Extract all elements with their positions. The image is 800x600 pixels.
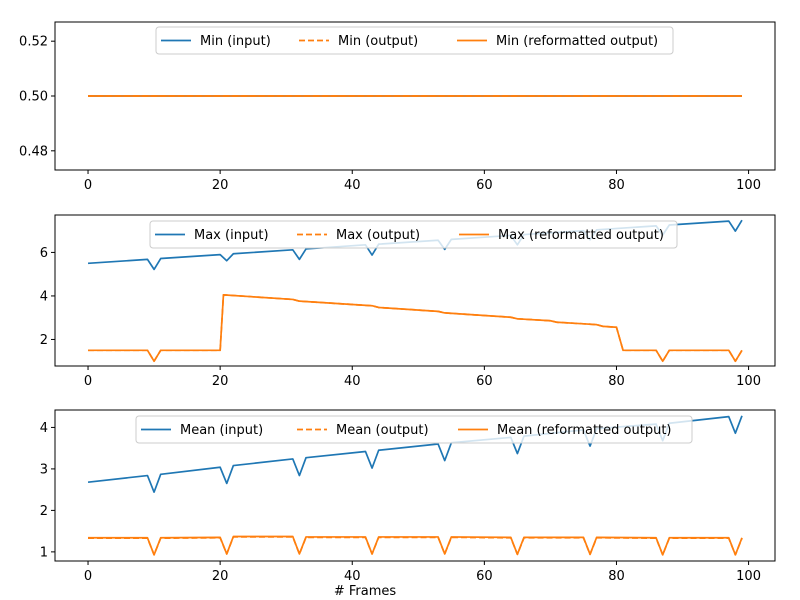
x-tick-label: 20	[212, 178, 229, 193]
legend-box	[155, 26, 674, 55]
y-tick-label: 2	[40, 504, 48, 519]
x-tick-label: 60	[476, 569, 493, 584]
axes-frame	[54, 409, 776, 562]
x-tick-label: 40	[344, 374, 361, 389]
legend: Max (input) Max (output) Max (reformatted …	[149, 220, 678, 249]
legend-label: Min (input)	[200, 34, 271, 49]
y-tick-label: 0.48	[19, 144, 48, 159]
legend-box	[149, 220, 678, 249]
legend-label: Max (reformatted output)	[498, 228, 664, 243]
y-tick-label: 3	[40, 462, 48, 477]
x-tick-label: 80	[608, 569, 625, 584]
x-tick-label: 100	[736, 374, 761, 389]
x-tick-label: 20	[212, 374, 229, 389]
x-tick-label: 100	[736, 569, 761, 584]
x-tick-label: 0	[84, 374, 92, 389]
legend-label: Max (input)	[194, 228, 269, 243]
legend: Min (input) Min (output) Min (reformatted …	[155, 26, 674, 55]
x-tick-label: 0	[84, 178, 92, 193]
legend-label: Min (reformatted output)	[496, 34, 658, 49]
y-tick-label: 0.52	[19, 35, 48, 50]
x-tick-label: 80	[608, 178, 625, 193]
legend-label: Min (output)	[338, 34, 418, 49]
x-axis-label: # Frames	[334, 584, 397, 599]
y-tick-label: 0.50	[19, 90, 48, 105]
series-line	[88, 294, 743, 363]
legend-label: Mean (output)	[336, 423, 429, 438]
x-tick-label: 0	[84, 569, 92, 584]
x-tick-label: 20	[212, 569, 229, 584]
y-tick-label: 1	[40, 545, 48, 560]
x-tick-label: 80	[608, 374, 625, 389]
x-tick-label: 40	[344, 569, 361, 584]
x-tick-label: 40	[344, 178, 361, 193]
series-line	[88, 535, 743, 556]
x-tick-label: 60	[476, 178, 493, 193]
y-tick-label: 4	[40, 289, 48, 304]
legend-label: Mean (reformatted output)	[497, 423, 671, 438]
y-tick-label: 4	[40, 421, 48, 436]
y-tick-label: 6	[40, 246, 48, 261]
legend-box	[135, 415, 693, 444]
y-tick-label: 2	[40, 333, 48, 348]
x-tick-label: 60	[476, 374, 493, 389]
legend-label: Mean (input)	[180, 423, 263, 438]
x-tick-label: 100	[736, 178, 761, 193]
axes-frame	[54, 214, 776, 367]
legend: Mean (input) Mean (output) Mean (reformatt…	[135, 415, 693, 444]
legend-label: Max (output)	[336, 228, 420, 243]
